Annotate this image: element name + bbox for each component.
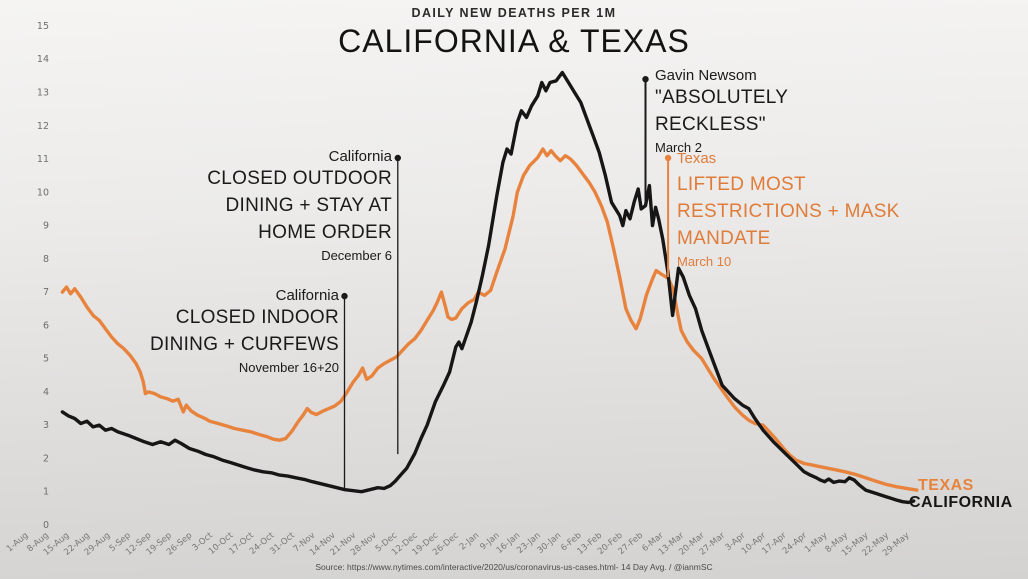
y-tick-label: 2 bbox=[43, 454, 49, 465]
ca-indoor-marker-dot bbox=[341, 292, 348, 300]
annotation-date: November 16+20 bbox=[238, 360, 339, 375]
y-tick-label: 6 bbox=[43, 320, 49, 331]
annotation-who: Gavin Newsom bbox=[655, 67, 757, 84]
annotation-ca-indoor: California CLOSED INDOOR DINING + CURFEW… bbox=[150, 287, 339, 375]
annotation-tx-lifted: Texas LIFTED MOST RESTRICTIONS + MASK MA… bbox=[677, 150, 900, 269]
annotation-line: HOME ORDER bbox=[258, 222, 392, 243]
newsom-marker-dot bbox=[642, 76, 649, 83]
texas-series-label: TEXAS bbox=[918, 477, 974, 494]
x-tick-label: 30-Jan bbox=[536, 531, 563, 556]
annotation-line: LIFTED MOST bbox=[677, 174, 806, 195]
y-tick-label: 1 bbox=[43, 487, 49, 498]
y-tick-label: 10 bbox=[37, 187, 49, 198]
tx-lifted-marker-dot bbox=[664, 154, 672, 162]
x-tick-label: 2-Jan bbox=[458, 531, 481, 553]
y-tick-label: 14 bbox=[37, 54, 49, 65]
annotation-line: DINING + STAY AT bbox=[225, 195, 392, 216]
annotation-line: CLOSED OUTDOOR bbox=[207, 168, 392, 189]
annotation-who: Texas bbox=[677, 150, 717, 167]
y-tick-label: 3 bbox=[43, 420, 49, 431]
source-credit: Source: https://www.nytimes.com/interact… bbox=[315, 562, 713, 572]
y-tick-label: 11 bbox=[37, 154, 49, 165]
y-tick-label: 5 bbox=[43, 354, 49, 365]
annotation-line: "ABSOLUTELY bbox=[655, 87, 789, 108]
annotation-line: MANDATE bbox=[677, 228, 771, 249]
y-tick-label: 15 bbox=[37, 21, 49, 32]
y-tick-label: 8 bbox=[43, 254, 49, 265]
texas-line bbox=[60, 147, 919, 492]
x-tick-label: 1-Aug bbox=[5, 531, 30, 555]
y-tick-label: 4 bbox=[43, 387, 49, 398]
annotation-line: RESTRICTIONS + MASK bbox=[677, 201, 900, 222]
annotation-who: California bbox=[275, 287, 339, 304]
california-series-label: CALIFORNIA bbox=[909, 494, 1013, 511]
chart-header: DAILY NEW DEATHS PER 1M CALIFORNIA & TEX… bbox=[0, 6, 1028, 60]
california-line bbox=[60, 70, 916, 505]
y-tick-label: 9 bbox=[43, 221, 49, 232]
annotation-date: December 6 bbox=[321, 248, 392, 263]
y-tick-label: 0 bbox=[43, 520, 49, 531]
ca-outdoor-marker-dot bbox=[394, 154, 401, 162]
y-tick-label: 13 bbox=[37, 88, 49, 99]
annotation-ca-outdoor: California CLOSED OUTDOOR DINING + STAY … bbox=[207, 148, 392, 263]
y-tick-label: 7 bbox=[43, 287, 49, 298]
annotation-date: March 2 bbox=[655, 140, 702, 155]
chart-title: CALIFORNIA & TEXAS bbox=[338, 23, 690, 59]
annotation-date: March 10 bbox=[677, 254, 732, 269]
y-tick-label: 12 bbox=[37, 121, 49, 132]
chart-subtitle: DAILY NEW DEATHS PER 1M bbox=[411, 6, 617, 20]
annotation-line: DINING + CURFEWS bbox=[149, 334, 339, 355]
x-tick-label: 1-May bbox=[803, 531, 829, 555]
annotation-line: CLOSED INDOOR bbox=[175, 307, 339, 328]
annotation-line: RECKLESS" bbox=[655, 114, 766, 135]
annotation-newsom: Gavin Newsom "ABSOLUTELY RECKLESS" March… bbox=[655, 67, 788, 155]
annotation-who: California bbox=[328, 148, 392, 165]
